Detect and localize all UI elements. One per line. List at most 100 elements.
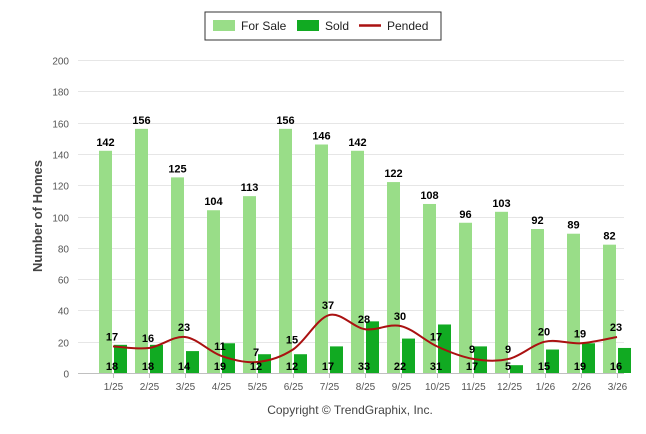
data-label-sold: 14 <box>178 361 191 373</box>
x-tick-label: 10/25 <box>425 382 450 393</box>
bar-for-sale <box>207 210 220 373</box>
x-tick-label: 9/25 <box>392 382 412 393</box>
legend-swatch-for-sale <box>213 20 235 31</box>
data-label-for-sale: 142 <box>96 137 114 149</box>
bar-sold <box>330 346 343 373</box>
bar-sold <box>150 344 163 373</box>
y-tick-label-80: 80 <box>58 245 70 256</box>
bar-for-sale <box>531 229 544 373</box>
data-label-sold: 22 <box>394 361 406 373</box>
bar-for-sale <box>351 150 364 373</box>
data-label-for-sale: 104 <box>204 196 223 208</box>
bar-sold <box>186 351 199 373</box>
y-tick-label-100: 100 <box>52 214 69 225</box>
data-label-for-sale: 156 <box>276 115 294 127</box>
x-tick-label: 1/25 <box>104 382 124 393</box>
bar-for-sale <box>459 222 472 373</box>
data-label-sold: 19 <box>574 361 586 373</box>
data-label-for-sale: 113 <box>241 182 259 194</box>
data-label-sold: 17 <box>466 361 478 373</box>
data-label-for-sale: 108 <box>420 190 438 202</box>
data-label-for-sale: 142 <box>348 137 366 149</box>
x-tick-label: 8/25 <box>356 382 376 393</box>
data-label-sold: 19 <box>214 361 226 373</box>
data-label-for-sale: 125 <box>168 163 186 175</box>
y-tick-label-180: 180 <box>52 88 69 99</box>
legend-label-for-sale: For Sale <box>241 19 287 33</box>
x-tick-label: 7/25 <box>320 382 340 393</box>
line-layer <box>112 313 618 364</box>
data-label-for-sale: 96 <box>459 209 471 221</box>
data-label-for-sale: 156 <box>132 115 150 127</box>
data-label-pended: 11 <box>214 341 226 353</box>
y-tick-label-60: 60 <box>58 276 70 287</box>
data-label-sold: 12 <box>250 361 262 373</box>
bar-for-sale <box>567 233 580 373</box>
x-tick-label: 1/26 <box>536 382 556 393</box>
bar-for-sale <box>171 177 184 373</box>
bar-sold <box>546 349 559 373</box>
data-label-pended: 28 <box>358 314 370 326</box>
x-tick-label: 3/26 <box>608 382 628 393</box>
y-tick-label-200: 200 <box>52 57 69 68</box>
data-label-for-sale: 103 <box>492 198 510 210</box>
x-tick-label: 5/25 <box>248 382 268 393</box>
bar-for-sale <box>603 244 616 373</box>
y-axis-title: Number of Homes <box>30 160 45 272</box>
bar-for-sale <box>495 211 508 373</box>
data-label-pended: 23 <box>178 322 190 334</box>
x-tick-label: 11/25 <box>461 382 486 393</box>
bar-sold <box>258 354 271 373</box>
y-tick-label-0: 0 <box>63 370 69 381</box>
line-pended <box>112 313 618 364</box>
copyright-footer: Copyright © TrendGraphix, Inc. <box>267 403 433 417</box>
x-tick-label: 2/26 <box>572 382 592 393</box>
bar-for-sale <box>279 128 292 373</box>
data-label-pended: 19 <box>574 328 586 340</box>
data-label-sold: 18 <box>142 361 154 373</box>
bar-sold <box>510 365 523 373</box>
bar-sold <box>114 344 127 373</box>
data-label-pended: 9 <box>505 344 511 356</box>
y-tick-label-40: 40 <box>58 307 70 318</box>
data-label-sold: 5 <box>505 361 511 373</box>
bar-for-sale <box>243 196 256 373</box>
bar-sold <box>366 321 379 373</box>
bar-for-sale <box>423 203 436 373</box>
bar-sold <box>402 338 415 373</box>
data-label-sold: 15 <box>538 361 550 373</box>
data-label-sold: 12 <box>286 361 298 373</box>
legend-box <box>204 11 442 41</box>
legend-label-pended: Pended <box>387 19 428 33</box>
data-label-pended: 17 <box>106 331 118 343</box>
bar-layer <box>99 128 631 373</box>
data-label-pended: 15 <box>286 335 298 347</box>
data-label-sold: 17 <box>322 361 334 373</box>
bar-for-sale <box>315 144 328 373</box>
bar-sold <box>582 343 595 373</box>
bar-for-sale <box>135 128 148 373</box>
data-label-pended: 37 <box>322 300 334 312</box>
data-label-pended: 23 <box>610 322 622 334</box>
data-label-sold: 31 <box>430 361 442 373</box>
data-label-pended: 30 <box>394 311 406 323</box>
x-tick-label: 4/25 <box>212 382 232 393</box>
data-label-for-sale: 146 <box>312 131 330 143</box>
data-label-for-sale: 92 <box>531 215 543 227</box>
data-label-pended: 16 <box>142 333 154 345</box>
y-tick-label-160: 160 <box>52 120 69 131</box>
y-tick-label-120: 120 <box>52 182 69 193</box>
label-layer: 142 18 156 18 125 14 104 19 113 12 156 12 146 17 142 33… <box>96 115 622 373</box>
bar-sold <box>618 347 631 373</box>
x-tick-label: 2/25 <box>140 382 160 393</box>
data-label-pended: 17 <box>430 331 442 343</box>
bar-for-sale <box>387 182 400 373</box>
data-label-for-sale: 82 <box>603 231 615 243</box>
x-tick-label: 3/25 <box>176 382 196 393</box>
data-label-sold: 18 <box>106 361 118 373</box>
data-label-pended: 20 <box>538 327 550 339</box>
x-tick-label: 6/25 <box>284 382 304 393</box>
data-label-for-sale: 122 <box>384 168 402 180</box>
y-tick-label-20: 20 <box>58 339 70 350</box>
